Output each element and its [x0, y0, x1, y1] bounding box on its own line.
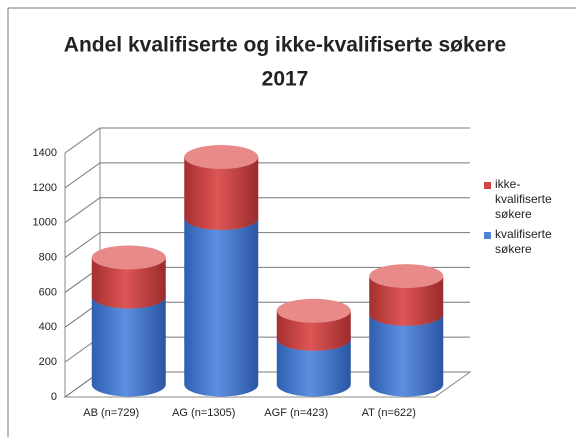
- x-tick-label: AT (n=622): [362, 407, 416, 419]
- y-tick-label: 1400: [33, 147, 57, 159]
- cylinder-segment: [184, 218, 259, 397]
- y-tick-label: 800: [39, 251, 57, 263]
- legend-label: ikke-kvalifiserte søkere: [495, 177, 552, 221]
- y-tick-label: 200: [39, 356, 57, 368]
- chart-title: Andel kvalifiserte og ikke-kvalifiserte …: [64, 34, 506, 57]
- grid-line: [64, 127, 470, 154]
- cylinder-top: [276, 298, 351, 323]
- y-tick-label: 0: [51, 391, 57, 403]
- x-tick-label: AG (n=1305): [172, 407, 235, 419]
- y-tick-label: 1000: [33, 217, 57, 229]
- cylinder-top: [91, 245, 166, 270]
- legend-label: kvalifiserte søkere: [495, 227, 552, 256]
- cylinder-segment: [91, 296, 166, 397]
- y-tick-label: 400: [39, 321, 57, 333]
- cylinder-top: [369, 264, 444, 289]
- grid-line: [64, 232, 470, 258]
- grid-line: [64, 197, 470, 224]
- legend-swatch: [484, 182, 491, 189]
- y-tick-label: 1200: [33, 182, 57, 194]
- x-tick-label: AGF (n=423): [264, 407, 328, 419]
- cylinder-segment: [369, 276, 444, 326]
- cylinder-segment: [184, 157, 259, 231]
- grid-line: [64, 162, 470, 189]
- y-tick-label: 600: [39, 286, 57, 298]
- cylinder-segment: [91, 257, 166, 309]
- cylinder-segment: [276, 338, 351, 397]
- legend-swatch: [484, 232, 491, 239]
- x-tick-label: AB (n=729): [83, 407, 139, 419]
- chart-title: 2017: [262, 68, 309, 91]
- cylinder-top: [184, 145, 259, 170]
- cylinder-segment: [369, 313, 444, 397]
